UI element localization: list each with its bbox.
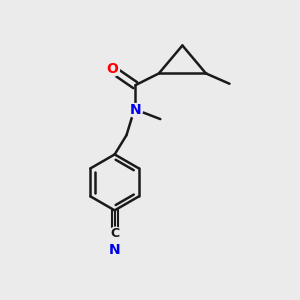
Text: O: O xyxy=(106,62,118,76)
Text: C: C xyxy=(110,227,119,240)
Text: N: N xyxy=(109,243,121,257)
Text: N: N xyxy=(130,103,141,117)
